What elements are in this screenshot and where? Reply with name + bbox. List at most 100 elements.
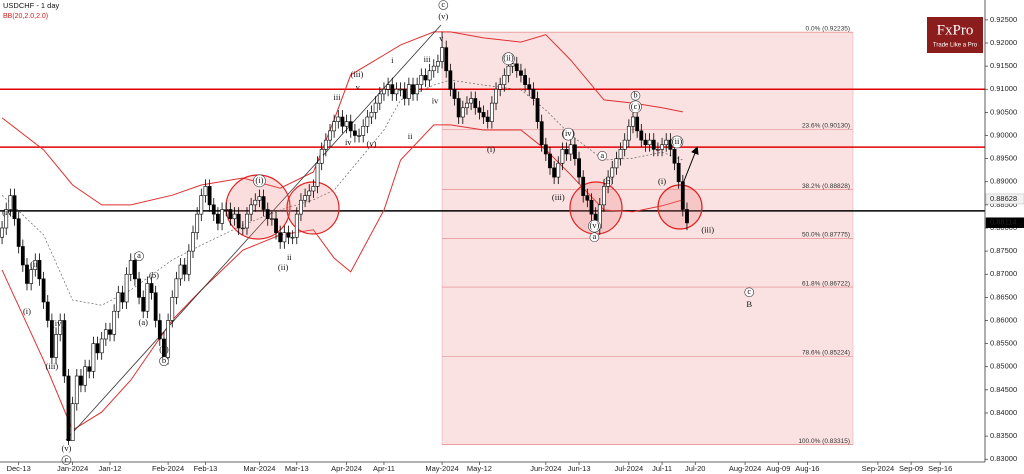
candle-body [373, 102, 378, 113]
y-tick-label: 0.89500 [990, 154, 1017, 163]
candle-body [564, 149, 569, 155]
candle-body [303, 195, 307, 201]
price-marker-box [985, 193, 1024, 205]
y-tick-label: 0.83500 [990, 431, 1017, 440]
candle-body [133, 260, 137, 280]
y-tick-label: 0.85500 [990, 339, 1017, 348]
wave-label: iv [432, 96, 439, 106]
candle-body [427, 70, 432, 81]
candle-body [328, 130, 332, 141]
candle-body [386, 84, 391, 90]
y-tick-label: 0.91000 [990, 84, 1017, 93]
candle-body [531, 88, 536, 99]
price-marker-box [985, 217, 1024, 228]
y-tick-label: 0.84500 [990, 385, 1017, 394]
candle-body [261, 196, 266, 210]
x-tick-label: Aug-09 [766, 464, 790, 473]
candle-body [224, 209, 229, 211]
candle-body [568, 144, 573, 155]
candle-body [465, 102, 469, 109]
candle-body [294, 213, 299, 238]
wave-label: (i) [255, 175, 263, 185]
candle-body [639, 130, 644, 141]
candle-body [249, 204, 254, 215]
band-upper [1, 31, 683, 206]
candle-body [577, 158, 581, 178]
candle-body [419, 75, 424, 85]
y-tick-label: 0.87000 [990, 269, 1017, 278]
candle-body [199, 195, 204, 215]
candle-body [282, 232, 287, 243]
y-tick-label: 0.89000 [990, 177, 1017, 186]
candle-body [25, 264, 29, 284]
candle-body [664, 139, 669, 146]
candle-body [485, 116, 490, 122]
candle-body [211, 204, 216, 215]
y-tick-label: 0.83000 [990, 454, 1017, 463]
indicator-label: BB(20,2.0,2.0) [3, 13, 48, 20]
candle-body [656, 149, 660, 151]
x-tick-label: Jun-2024 [530, 464, 561, 473]
annotation-circle [744, 287, 755, 298]
x-tick-label: Sep-16 [928, 464, 952, 473]
candle-body [552, 167, 557, 178]
x-tick-label: May-12 [467, 464, 492, 473]
fib-label: 78.6% (0.85224) [802, 350, 850, 357]
wave-label: i [308, 194, 311, 204]
candle-body [49, 320, 54, 358]
wave-label: i [391, 55, 394, 65]
x-tick-label: Apr-2024 [331, 464, 362, 473]
candle-body [614, 158, 619, 169]
wave-label: a [137, 250, 141, 260]
projection-arrow [681, 146, 699, 187]
wave-label: (b) [603, 176, 613, 186]
wave-label: (i) [487, 144, 495, 154]
candle-body [99, 338, 104, 354]
back-layer: 0.0% (0.92235) 23.6% (0.90130) 38.2% (0.88… [0, 25, 985, 445]
candle-body [186, 250, 191, 275]
front-layer: (iv)(ii)(i)(iv)(iii)(v)ca(b)(a)(c)b(i)(i… [0, 0, 755, 465]
candle-body [278, 232, 283, 243]
candle-body [527, 84, 532, 90]
candle-body [228, 209, 233, 220]
candle-body [236, 213, 241, 229]
candle-body [635, 116, 640, 132]
wave-label: b [633, 90, 637, 100]
candle-body [660, 144, 664, 150]
wave-label: (a) [138, 317, 148, 327]
x-tick-label: Jan-2024 [57, 464, 88, 473]
candle-body [589, 199, 594, 215]
annotation-circle [159, 356, 169, 366]
logo-box [927, 17, 983, 53]
x-tick-label: Jul-2024 [614, 464, 643, 473]
chart-title: USDCHF - 1 day [3, 1, 60, 10]
candle-body [456, 98, 461, 118]
candle-body [145, 283, 150, 312]
candle-body [548, 153, 552, 169]
candle-body [141, 297, 146, 312]
candle-body [622, 139, 627, 150]
y-tick-label: 0.91500 [990, 61, 1017, 70]
wave-label: iii [334, 92, 342, 102]
candle-body [365, 116, 370, 127]
candle-body [174, 278, 179, 298]
wave-label: c [747, 286, 751, 296]
candle-body [8, 195, 13, 210]
candle-body [149, 283, 154, 294]
candle-body [124, 273, 129, 303]
wave-label: v [439, 33, 444, 43]
x-tick-label: Jan-12 [99, 464, 122, 473]
candle-body [323, 139, 328, 150]
annotation-circle [589, 232, 600, 243]
price-marker-label: 0.88114 [990, 218, 1017, 227]
x-tick-label: Apr-11 [373, 464, 395, 473]
wave-label: a [600, 150, 604, 160]
annotation-circle [502, 52, 515, 66]
candle-body [128, 260, 133, 275]
wave-label: (iv) [52, 318, 64, 328]
wave-label: (v) [367, 139, 377, 149]
candle-body [344, 121, 349, 127]
candle-body [382, 88, 386, 95]
candle-body [116, 292, 121, 312]
candle-body [332, 121, 337, 132]
